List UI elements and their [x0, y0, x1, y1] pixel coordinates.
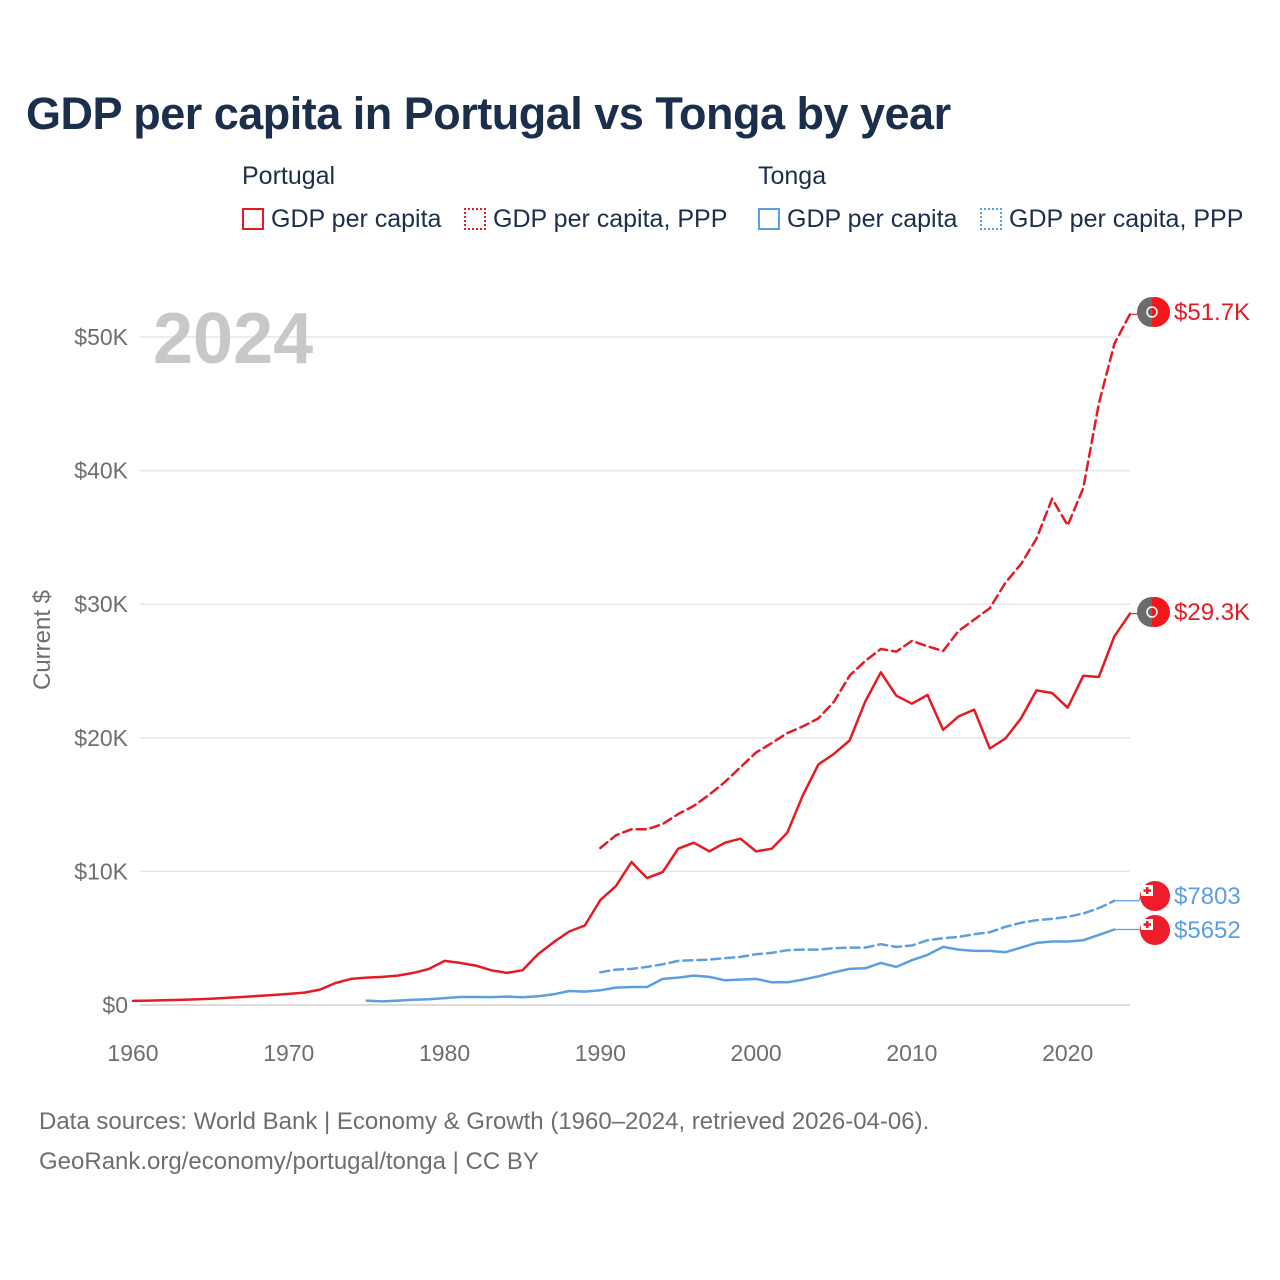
portugal-flag-emblem-icon	[1146, 306, 1158, 318]
portugal-flag-green-icon	[1137, 297, 1152, 327]
x-tick-label: 1990	[575, 1040, 626, 1066]
x-tick-label: 2010	[886, 1040, 937, 1066]
legend-item-tonga-gdp[interactable]: GDP per capita	[758, 203, 957, 235]
x-tick-label: 2000	[731, 1040, 782, 1066]
legend-group-portugal: Portugal	[242, 162, 336, 190]
legend-swatch-solid-icon	[758, 208, 780, 230]
legend-group-tonga: Tonga	[758, 162, 827, 190]
legend-swatch-dotted-icon	[980, 208, 1002, 230]
end-value-label: $29.3K	[1174, 599, 1250, 626]
portugal-flag-emblem-icon	[1146, 606, 1158, 618]
legend-label: GDP per capita, PPP	[1009, 204, 1244, 233]
y-tick-label: $0	[102, 992, 128, 1018]
series-line-3[interactable]	[599, 899, 1116, 974]
legend-item-portugal-gdp[interactable]: GDP per capita	[242, 203, 441, 235]
y-tick-label: $50K	[74, 324, 128, 350]
x-tick-label: 2020	[1042, 1040, 1093, 1066]
legend-item-portugal-gdp-ppp[interactable]: GDP per capita, PPP	[464, 203, 727, 235]
legend-label: GDP per capita	[787, 204, 958, 233]
series-line-1[interactable]	[599, 313, 1132, 850]
end-connector	[1114, 895, 1142, 902]
portugal-flag-green-icon	[1137, 597, 1152, 627]
tonga-flag-cross-icon	[1143, 923, 1151, 926]
end-value-label: $51.7K	[1174, 299, 1250, 326]
x-tick-label: 1980	[419, 1040, 470, 1066]
legend-item-tonga-gdp-ppp[interactable]: GDP per capita, PPP	[980, 203, 1243, 235]
x-tick-label: 1960	[107, 1040, 158, 1066]
end-value-label: $5652	[1174, 917, 1241, 944]
y-axis-label: Current $	[29, 590, 56, 690]
y-tick-label: $10K	[74, 858, 128, 884]
footer-url[interactable]: GeoRank.org/economy/portugal/tonga | CC …	[39, 1148, 539, 1175]
tonga-flag-cross-icon	[1143, 889, 1151, 892]
legend-label: GDP per capita	[271, 204, 442, 233]
y-tick-label: $20K	[74, 725, 128, 751]
y-tick-label: $30K	[74, 591, 128, 617]
footer-source: Data sources: World Bank | Economy & Gro…	[39, 1108, 930, 1135]
end-value-label: $7803	[1174, 883, 1241, 910]
legend-swatch-dotted-icon	[464, 208, 486, 230]
y-tick-label: $40K	[74, 458, 128, 484]
chart-title: GDP per capita in Portugal vs Tonga by y…	[26, 88, 951, 139]
year-watermark: 2024	[153, 299, 313, 379]
end-connector	[1114, 928, 1142, 931]
x-tick-label: 1970	[263, 1040, 314, 1066]
series-line-0[interactable]	[131, 612, 1132, 1003]
legend-swatch-solid-icon	[242, 208, 264, 230]
legend-label: GDP per capita, PPP	[493, 204, 728, 233]
series-line-2[interactable]	[365, 928, 1116, 1003]
